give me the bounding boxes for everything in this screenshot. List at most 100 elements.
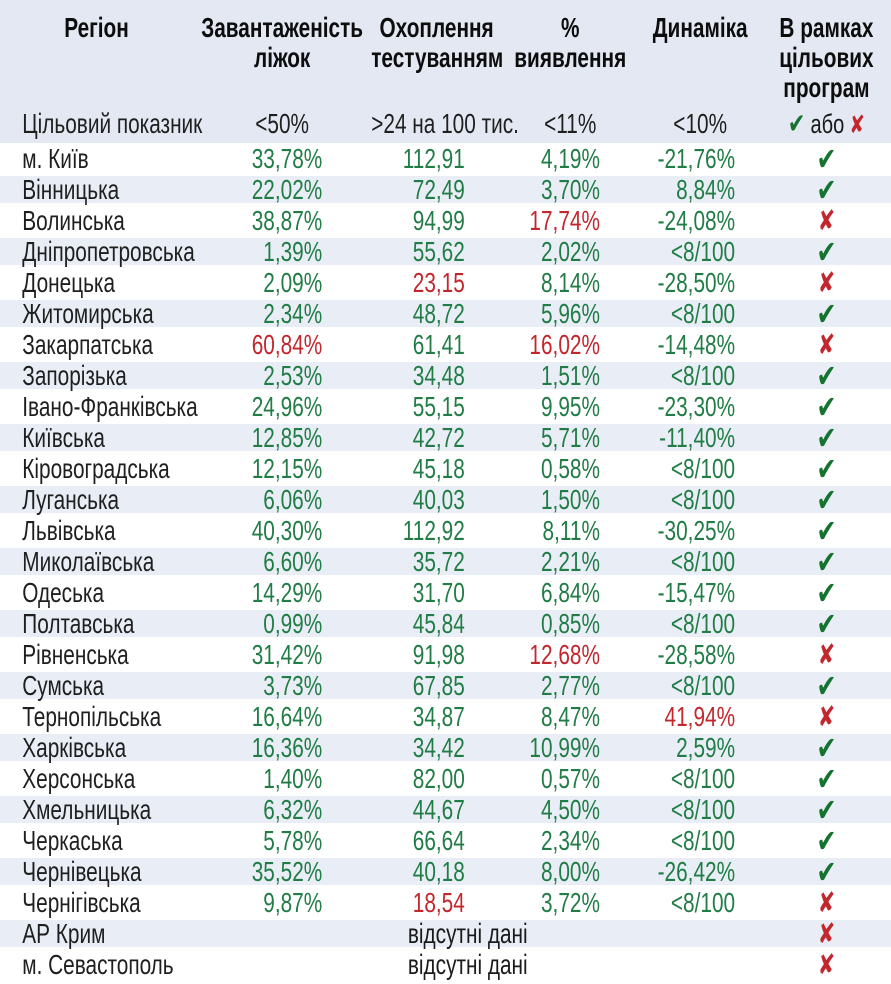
table-row: Вінницька 22,02% 72,49 3,70% 8,84% ✔ (0, 172, 891, 208)
check-icon: ✔ (816, 853, 837, 890)
dynamics-value: <8/100 (670, 235, 736, 267)
status-cell: ✔ (762, 853, 891, 891)
detection-rate-value: 0,58% (540, 452, 600, 484)
no-data-note: відсутні дані (407, 948, 528, 980)
target-testing-coverage: >24 на 100 тис. (371, 107, 519, 139)
check-icon: ✔ (816, 791, 837, 828)
testing-coverage-value: 34,48 (412, 359, 465, 391)
region-name: Рівненська (22, 638, 129, 670)
dynamics-value: -28,50% (657, 266, 736, 298)
table-row: Чернівецька 35,52% 40,18 8,00% -26,42% ✔ (0, 854, 891, 890)
check-icon: ✔ (816, 295, 837, 332)
cross-icon: ✘ (817, 701, 836, 732)
table-row: Тернопільська 16,64% 34,87 8,47% 41,94% … (0, 700, 891, 733)
testing-coverage-value: 112,92 (402, 514, 465, 546)
col-header-bed-line: Завантаженість (201, 12, 364, 43)
table-row: Кіровоградська 12,15% 45,18 0,58% <8/100… (0, 451, 891, 487)
detection-rate-value: 4,50% (540, 793, 600, 825)
bed-occupancy-value: 5,78% (263, 824, 323, 856)
bed-occupancy-value: 14,29% (251, 576, 323, 608)
table-row: Волинська 38,87% 94,99 17,74% -24,08% ✘ (0, 204, 891, 237)
status-cell: ✘ (762, 700, 891, 733)
table-row: Донецька 2,09% 23,15 8,14% -28,50% ✘ (0, 266, 891, 299)
dynamics-value: -23,30% (657, 390, 736, 422)
detection-rate-value: 17,74% (529, 204, 600, 236)
check-icon: ✔ (816, 605, 837, 642)
status-cell: ✘ (762, 948, 891, 981)
testing-coverage-value: 31,70 (412, 576, 465, 608)
bed-occupancy-value: 12,85% (251, 421, 323, 453)
bed-occupancy-value: 22,02% (251, 173, 323, 205)
dynamics-value: <8/100 (670, 793, 736, 825)
status-cell: ✔ (762, 357, 891, 395)
table-header: Регіон Завантаженість ліжок Охоплення те… (0, 0, 891, 143)
region-name: Чернівецька (22, 855, 142, 887)
detection-rate-value: 3,72% (540, 886, 600, 918)
or-label: або (810, 109, 845, 139)
status-cell: ✔ (762, 760, 891, 798)
target-label: Цільовий показник (22, 107, 203, 139)
region-name: Чернігівська (22, 886, 141, 918)
status-cell: ✔ (762, 171, 891, 209)
bed-occupancy-value: 16,64% (251, 700, 323, 732)
bed-occupancy-value: 33,78% (251, 142, 323, 174)
check-icon: ✔ (816, 574, 837, 611)
check-icon: ✔ (816, 233, 837, 270)
testing-coverage-value: 40,18 (412, 855, 465, 887)
col-header-programs-line: програм (783, 72, 870, 103)
bed-occupancy-value: 2,34% (263, 297, 323, 329)
dynamics-value: -15,47% (657, 576, 736, 608)
bed-occupancy-value: 6,60% (263, 545, 323, 577)
dynamics-value: -28,58% (657, 638, 736, 670)
dynamics-value: -14,48% (657, 328, 736, 360)
dynamics-value: <8/100 (670, 359, 736, 391)
col-header-dynamics: Динаміка (639, 13, 762, 104)
dynamics-value: -24,08% (657, 204, 736, 236)
column-headers-row: Регіон Завантаженість ліжок Охоплення те… (0, 0, 891, 104)
bed-occupancy-value: 6,32% (263, 793, 323, 825)
check-icon: ✔ (816, 667, 837, 704)
bed-occupancy-value: 12,15% (251, 452, 323, 484)
status-cell: ✔ (762, 543, 891, 581)
table-row: Харківська 16,36% 34,42 10,99% 2,59% ✔ (0, 730, 891, 766)
status-cell: ✘ (762, 638, 891, 671)
status-cell: ✔ (762, 388, 891, 426)
region-name: Черкаська (22, 824, 123, 856)
cross-icon: ✘ (817, 639, 836, 670)
table-row: Луганська 6,06% 40,03 1,50% <8/100 ✔ (0, 482, 891, 518)
testing-coverage-value: 112,91 (402, 142, 465, 174)
col-header-bed-line: ліжок (253, 42, 311, 73)
bed-occupancy-value: 6,06% (263, 483, 323, 515)
dynamics-value: -21,76% (657, 142, 736, 174)
detection-rate-value: 1,50% (540, 483, 600, 515)
detection-rate-value: 6,84% (540, 576, 600, 608)
detection-rate-value: 8,47% (540, 700, 600, 732)
table-row: Одеська 14,29% 31,70 6,84% -15,47% ✔ (0, 575, 891, 611)
table-row: Чернігівська 9,87% 18,54 3,72% <8/100 ✘ (0, 886, 891, 919)
bed-occupancy-value: 1,40% (263, 762, 323, 794)
table-row: Івано-Франківська 24,96% 55,15 9,95% -23… (0, 389, 891, 425)
status-cell: ✔ (762, 140, 891, 178)
dynamics-value: -26,42% (657, 855, 736, 887)
bed-occupancy-value: 3,73% (263, 669, 323, 701)
cross-icon: ✘ (817, 949, 836, 980)
table-row: Сумська 3,73% 67,85 2,77% <8/100 ✔ (0, 668, 891, 704)
region-name: Закарпатська (22, 328, 154, 360)
bed-occupancy-value: 38,87% (251, 204, 323, 236)
col-header-testing-coverage: Охоплення тестуванням (371, 13, 503, 104)
region-name: Житомирська (22, 297, 154, 329)
testing-coverage-value: 18,54 (412, 886, 465, 918)
testing-coverage-value: 34,42 (412, 731, 465, 763)
region-name: Волинська (22, 204, 125, 236)
status-cell: ✘ (762, 266, 891, 299)
bed-occupancy-value: 2,53% (263, 359, 323, 391)
col-header-region: Регіон (0, 13, 193, 104)
target-detection-rate: <11% (544, 107, 597, 139)
region-name: Київська (22, 421, 105, 453)
col-header-programs-line: цільових (779, 42, 874, 73)
bed-occupancy-value: 16,36% (251, 731, 323, 763)
table-row: Запорізька 2,53% 34,48 1,51% <8/100 ✔ (0, 358, 891, 394)
check-icon: ✔ (816, 171, 837, 208)
cross-icon: ✘ (849, 111, 865, 139)
status-cell: ✘ (762, 917, 891, 950)
